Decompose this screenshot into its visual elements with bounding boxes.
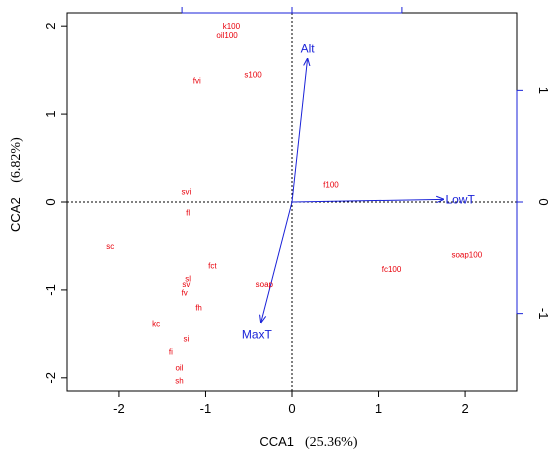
site-label-fc100: fc100 xyxy=(382,265,402,274)
site-label-si: si xyxy=(184,334,190,343)
site-label-fi: fi xyxy=(169,347,173,356)
site-label-fvi: fvi xyxy=(193,77,201,86)
x-tick-label: -2 xyxy=(113,401,125,416)
site-label-sv: sv xyxy=(182,280,190,289)
x-axis-label: CCA1 xyxy=(259,434,294,449)
vector-label-lowt: LowT xyxy=(445,192,475,206)
vector-arrow-lowt xyxy=(291,199,443,202)
site-label-sc: sc xyxy=(106,242,114,251)
site-label-fct: fct xyxy=(208,261,217,270)
site-label-fv: fv xyxy=(182,289,188,298)
vector-arrow-maxt xyxy=(261,201,293,322)
x-tick-label: 2 xyxy=(461,401,468,416)
site-label-soap100: soap100 xyxy=(451,251,482,260)
x-axis-variance: (25.36%) xyxy=(305,435,358,450)
right-tick-label: 0 xyxy=(536,198,550,205)
right-tick-label: 1 xyxy=(536,87,550,94)
site-label-oil: oil xyxy=(175,363,183,372)
x-tick-label: -1 xyxy=(200,401,212,416)
site-label-soap: soap xyxy=(256,280,274,289)
vector-label-alt: Alt xyxy=(301,42,316,56)
right-tick-label: -1 xyxy=(536,308,550,320)
site-label-sh: sh xyxy=(175,376,183,385)
y-tick-label: 1 xyxy=(43,110,58,117)
y-tick-label: -1 xyxy=(43,284,58,296)
site-label-oil100: oil100 xyxy=(216,31,238,40)
y-tick-label: -2 xyxy=(43,372,58,384)
site-label-sl: sl xyxy=(185,274,191,283)
y-axis-variance: (6.82%) xyxy=(9,137,24,183)
site-label-fh: fh xyxy=(195,303,202,312)
x-tick-label: 0 xyxy=(288,401,295,416)
y-tick-label: 0 xyxy=(43,198,58,205)
y-tick-label: 2 xyxy=(43,23,58,30)
site-label-kc: kc xyxy=(152,319,160,328)
vector-label-maxt: MaxT xyxy=(242,327,273,341)
site-label-svi: svi xyxy=(182,187,192,196)
site-label-k100: k100 xyxy=(223,22,241,31)
x-tick-label: 1 xyxy=(375,401,382,416)
site-label-f100: f100 xyxy=(323,180,339,189)
y-axis-label: CCA2 xyxy=(8,197,23,232)
vector-arrow-alt xyxy=(291,59,308,203)
site-label-s100: s100 xyxy=(244,71,262,80)
site-label-fl: fl xyxy=(186,209,190,218)
